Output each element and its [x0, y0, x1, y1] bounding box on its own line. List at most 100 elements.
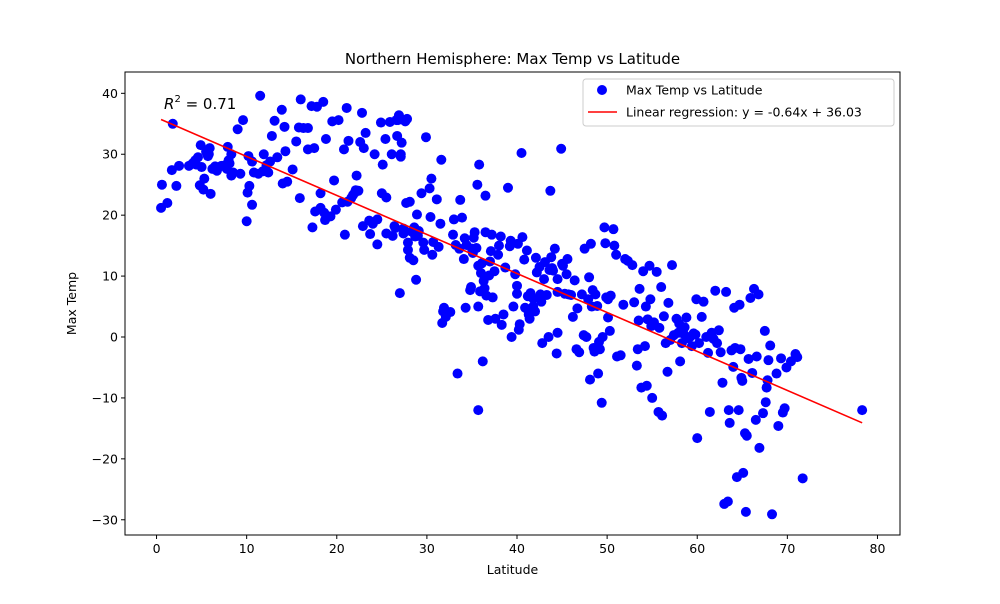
data-point [618, 299, 629, 310]
data-point [357, 107, 368, 118]
data-point [398, 228, 409, 239]
data-point [315, 188, 326, 199]
data-point [496, 319, 507, 330]
data-point [541, 289, 552, 300]
data-point [639, 341, 650, 352]
data-point [723, 405, 734, 416]
data-point [735, 344, 746, 355]
data-point [280, 146, 291, 157]
data-point [704, 406, 715, 417]
data-point [473, 301, 484, 312]
data-point [307, 222, 318, 233]
y-tick-label: −20 [92, 451, 118, 466]
data-point [238, 115, 249, 126]
data-point [530, 252, 541, 263]
data-point [402, 244, 413, 255]
data-point [244, 180, 255, 191]
data-point [377, 159, 388, 170]
data-point [420, 132, 431, 143]
data-point [545, 185, 556, 196]
data-point [779, 403, 790, 414]
data-point [498, 309, 509, 320]
data-point [741, 430, 752, 441]
data-point [279, 121, 290, 132]
r-squared-symbol: R [164, 95, 174, 113]
data-point [629, 297, 640, 308]
data-point [455, 194, 466, 205]
data-point [386, 149, 397, 160]
data-point [502, 182, 513, 193]
data-point [269, 115, 280, 126]
data-point [609, 240, 620, 251]
data-point [549, 243, 560, 254]
data-point [743, 353, 754, 364]
data-point [536, 296, 547, 307]
data-point [404, 196, 415, 207]
data-point [396, 137, 407, 148]
data-point [710, 285, 721, 296]
data-point [615, 350, 626, 361]
data-point [195, 140, 206, 151]
data-point [724, 417, 735, 428]
data-point [466, 282, 477, 293]
data-point [627, 260, 638, 271]
data-point [372, 239, 383, 250]
legend-box [582, 78, 895, 127]
data-point [584, 272, 595, 283]
data-point [679, 322, 690, 333]
data-point [694, 338, 705, 349]
data-point [448, 229, 459, 240]
data-point [508, 301, 519, 312]
data-point [521, 245, 532, 256]
data-point [166, 165, 177, 176]
data-point [552, 274, 563, 285]
data-point [675, 356, 686, 367]
data-point [733, 405, 744, 416]
data-point [433, 241, 444, 252]
data-point [475, 268, 486, 279]
data-point [569, 275, 580, 286]
data-point [611, 249, 622, 260]
data-point [460, 302, 471, 313]
data-point [792, 352, 803, 363]
data-point [402, 237, 413, 248]
data-point [561, 269, 572, 280]
data-point [282, 176, 293, 187]
data-point [506, 332, 517, 343]
data-point [738, 467, 749, 478]
data-point [603, 312, 614, 323]
data-point [381, 192, 392, 203]
data-point [692, 433, 703, 444]
data-point [265, 156, 276, 167]
data-point [418, 237, 429, 248]
x-axis-label: Latitude [487, 562, 539, 577]
data-point [380, 134, 391, 145]
data-point [472, 179, 483, 190]
data-point [761, 382, 772, 393]
data-point [594, 344, 605, 355]
data-point [318, 96, 329, 107]
data-point [765, 340, 776, 351]
x-axis-ticks: 0 10 20 30 40 50 60 70 80 [153, 535, 885, 556]
data-point [658, 311, 669, 322]
data-point [343, 135, 354, 146]
data-point [750, 414, 761, 425]
data-point [717, 377, 728, 388]
data-point [351, 170, 362, 181]
data-point [474, 159, 485, 170]
x-tick-label: 30 [419, 541, 435, 556]
data-point [490, 313, 501, 324]
x-tick-label: 0 [153, 541, 161, 556]
data-point [196, 162, 207, 173]
data-point [330, 204, 341, 215]
data-point [712, 338, 723, 349]
data-point [543, 332, 554, 343]
data-point [516, 148, 527, 159]
data-point [416, 188, 427, 199]
data-point [431, 194, 442, 205]
data-point [753, 289, 764, 300]
data-point [696, 311, 707, 322]
regression-line [160, 118, 863, 424]
